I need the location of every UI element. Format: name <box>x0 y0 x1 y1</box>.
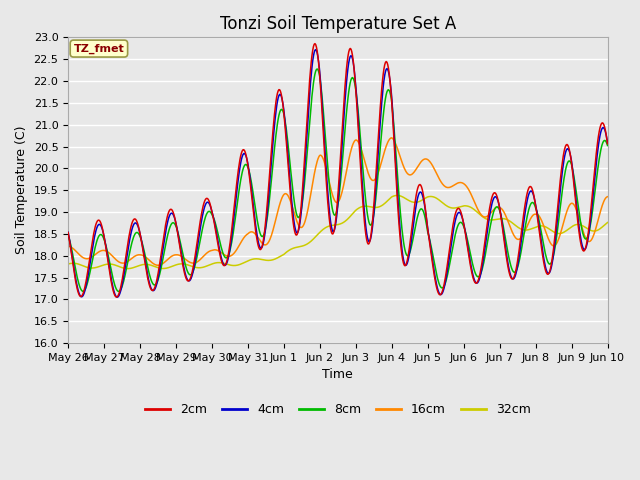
Legend: 2cm, 4cm, 8cm, 16cm, 32cm: 2cm, 4cm, 8cm, 16cm, 32cm <box>140 398 536 421</box>
Text: TZ_fmet: TZ_fmet <box>74 44 124 54</box>
Title: Tonzi Soil Temperature Set A: Tonzi Soil Temperature Set A <box>220 15 456 33</box>
X-axis label: Time: Time <box>323 368 353 381</box>
Y-axis label: Soil Temperature (C): Soil Temperature (C) <box>15 126 28 254</box>
